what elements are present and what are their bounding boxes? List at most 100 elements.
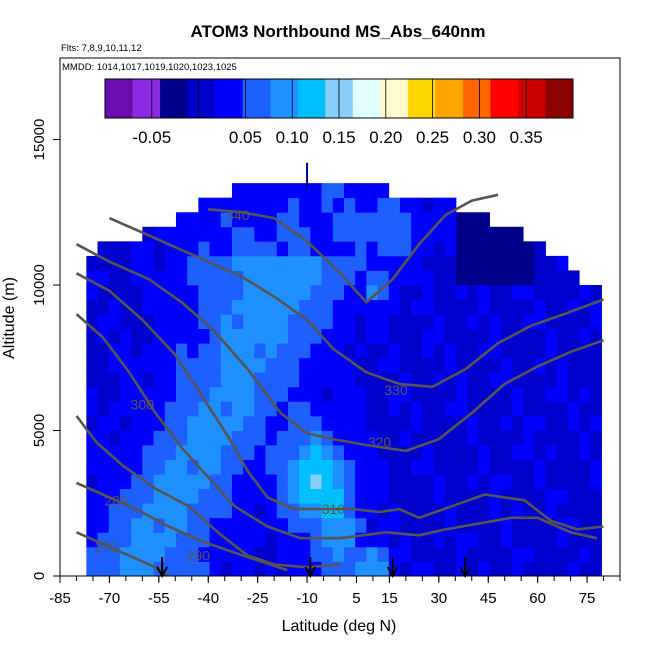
heatmap-cell [254, 299, 266, 315]
heatmap-cell [377, 415, 390, 431]
colorbar-swatch [105, 79, 134, 118]
heatmap-cell [534, 401, 546, 417]
heatmap-cell [187, 474, 199, 490]
heatmap-cell [299, 270, 311, 286]
heatmap-cell [321, 445, 334, 460]
heatmap-cell [254, 445, 266, 460]
colorbar-tick-label: 0.10 [276, 128, 309, 147]
heatmap-cell [500, 415, 513, 431]
heatmap-cell [377, 226, 390, 242]
heatmap-cell [198, 532, 210, 548]
colorbar-swatch [132, 79, 161, 118]
heatmap-cell [142, 546, 154, 562]
heatmap-cell [366, 459, 378, 475]
heatmap-cell [411, 474, 423, 490]
heatmap-cell [478, 430, 490, 446]
heatmap-cell [220, 459, 233, 475]
colorbar-tick-label: 0.30 [463, 128, 496, 147]
heatmap-cell [310, 517, 322, 533]
heatmap-cell [377, 299, 390, 315]
heatmap-cell [108, 401, 121, 417]
heatmap-cell [523, 255, 535, 271]
heatmap-cell [343, 430, 356, 446]
heatmap-cell [343, 255, 356, 271]
heatmap-cell [467, 503, 479, 519]
heatmap-cell [478, 517, 490, 533]
heatmap-cell [209, 270, 222, 286]
heatmap-cell [500, 241, 513, 257]
heatmap-cell [377, 255, 390, 271]
heatmap-cell [545, 314, 558, 330]
heatmap-cell [131, 386, 143, 402]
heatmap-cell [254, 328, 266, 344]
heatmap-cell [86, 255, 98, 271]
heatmap-cell [310, 488, 322, 504]
heatmap-cell [567, 561, 580, 576]
heatmap-cell [131, 415, 143, 431]
heatmap-cell [97, 488, 110, 504]
theta-contour-line [75, 415, 341, 569]
heatmap-cell [265, 299, 278, 315]
heatmap-cell [276, 270, 289, 286]
heatmap-cell [422, 212, 434, 228]
heatmap-cell [545, 459, 558, 475]
heatmap-cell [108, 546, 121, 562]
heatmap-cell [86, 445, 98, 460]
heatmap-cell [209, 284, 222, 300]
heatmap-cell [444, 343, 457, 359]
heatmap-cell [243, 284, 255, 300]
heatmap-cell [355, 401, 367, 417]
heatmap-cell [411, 386, 423, 402]
y-axis-tick-label: 0 [31, 572, 48, 580]
heatmap-cell [287, 314, 300, 330]
heatmap-cell [332, 241, 345, 257]
heatmap-cell [321, 386, 334, 402]
heatmap-cell [276, 546, 289, 562]
heatmap-cell [455, 314, 468, 330]
heatmap-cell [377, 532, 390, 548]
heatmap-cell [545, 415, 558, 431]
theta-contour-label: 340 [226, 207, 250, 223]
heatmap-cell [545, 430, 558, 446]
heatmap-cell [411, 561, 423, 576]
heatmap-cell [175, 445, 188, 460]
theta-contour-label: 310 [322, 501, 346, 517]
heatmap-cell [489, 314, 502, 330]
heatmap-cell [489, 459, 502, 475]
heatmap-cell [254, 314, 266, 330]
colorbar-tick-label: 0.35 [510, 128, 543, 147]
colorbar-swatch [187, 79, 216, 118]
profile-arrow-head [304, 566, 317, 579]
heatmap-cell [579, 343, 591, 359]
heatmap-cell [175, 284, 188, 300]
heatmap-cell [366, 532, 378, 548]
heatmap-cell [299, 372, 311, 388]
heatmap-cell [444, 517, 457, 533]
heatmap-cell [489, 270, 502, 286]
theta-contour-line [75, 481, 288, 572]
heatmap-cell [254, 255, 266, 271]
heatmap-cell [343, 183, 356, 199]
heatmap-cell [265, 430, 278, 446]
heatmap-cell [187, 401, 199, 417]
heatmap-cell [131, 517, 143, 533]
heatmap-cell [478, 401, 490, 417]
heatmap-cell [556, 357, 569, 373]
heatmap-cell [276, 241, 289, 257]
heatmap-cell [164, 386, 177, 402]
heatmap-cell [231, 372, 244, 388]
heatmap-cell [265, 532, 278, 548]
heatmap-cell [523, 284, 535, 300]
heatmap-cell [489, 372, 502, 388]
heatmap-cell [198, 343, 210, 359]
heatmap-cell [388, 546, 401, 562]
heatmap-cell [119, 517, 132, 533]
heatmap-cell [500, 546, 513, 562]
heatmap-cell [332, 430, 345, 446]
heatmap-cell [164, 459, 177, 475]
heatmap-cell [590, 415, 602, 431]
heatmap-cell [579, 357, 591, 373]
heatmap-cell [579, 372, 591, 388]
x-axis-tick-label: -55 [148, 590, 170, 607]
heatmap-cell [86, 474, 98, 490]
